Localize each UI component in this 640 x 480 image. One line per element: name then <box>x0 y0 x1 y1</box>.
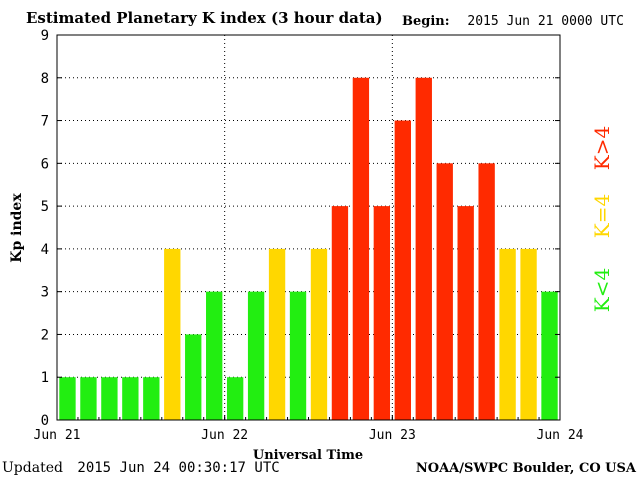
bar <box>310 248 328 420</box>
bar <box>478 163 495 421</box>
legend-k-equal-4: K=4 <box>590 193 614 239</box>
x-tick-label: Jun 23 <box>369 428 416 443</box>
bar <box>143 377 160 420</box>
legend-k-below-4: K<4 <box>590 267 614 313</box>
y-tick-label: 8 <box>41 71 49 87</box>
begin-label: Begin: <box>402 14 450 29</box>
y-tick-label: 0 <box>41 413 49 429</box>
bar <box>122 377 139 420</box>
bar <box>457 206 474 420</box>
bar <box>226 377 244 420</box>
bar <box>352 77 370 421</box>
y-tick-label: 7 <box>41 114 49 130</box>
bar <box>499 248 516 420</box>
x-axis-label: Universal Time <box>252 448 364 463</box>
y-tick-label: 1 <box>41 370 49 386</box>
y-tick-label: 5 <box>41 199 49 215</box>
y-tick-label: 6 <box>41 156 49 172</box>
y-tick-label: 2 <box>41 327 49 343</box>
chart-title: Estimated Planetary K index (3 hour data… <box>26 9 383 27</box>
x-tick-label: Jun 22 <box>201 428 248 443</box>
y-tick-label: 9 <box>41 28 49 44</box>
bar <box>331 206 349 420</box>
bar <box>59 377 76 420</box>
x-tick-label: Jun 24 <box>537 428 584 443</box>
bar <box>268 248 286 420</box>
bar <box>185 334 202 420</box>
y-tick-label: 4 <box>41 242 49 258</box>
legend-k-above-4: K>4 <box>590 125 614 171</box>
bar <box>164 248 181 420</box>
bar <box>520 248 537 420</box>
begin-time: Begin: 2015 Jun 21 0000 UTC <box>402 14 624 29</box>
bar <box>247 291 265 420</box>
bar <box>101 377 118 420</box>
bar <box>206 291 223 420</box>
updated-value: 2015 Jun 24 00:30:17 UTC <box>77 460 280 476</box>
y-tick-label: 3 <box>41 285 49 301</box>
begin-value: 2015 Jun 21 0000 UTC <box>467 14 624 29</box>
credit-line: NOAA/SWPC Boulder, CO USA <box>415 461 636 476</box>
bar <box>289 291 307 420</box>
y-axis-label: Kp index <box>9 193 25 263</box>
bar <box>373 206 391 420</box>
x-tick-label: Jun 21 <box>34 428 81 443</box>
bar <box>415 77 432 421</box>
updated-timestamp: Updated 2015 Jun 24 00:30:17 UTC <box>2 460 280 476</box>
bar <box>394 120 411 421</box>
bar <box>541 291 558 420</box>
bar <box>80 377 97 420</box>
updated-label: Updated <box>2 460 63 476</box>
bar <box>436 163 453 421</box>
